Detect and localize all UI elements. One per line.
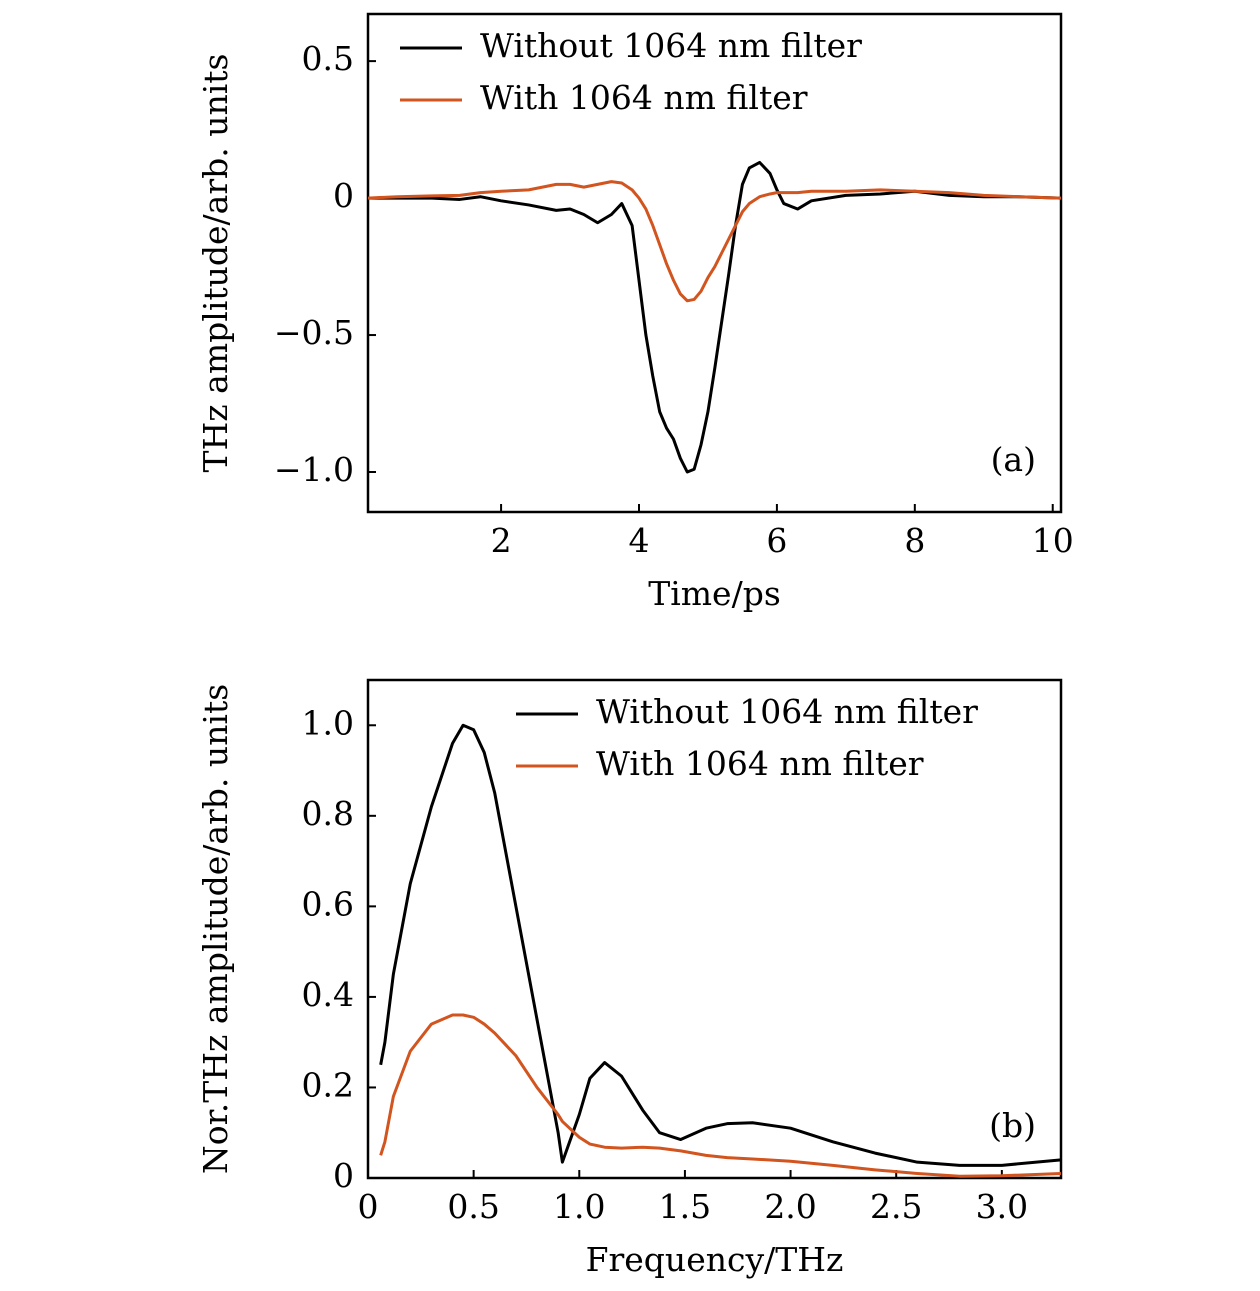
x-tick-label: 2 — [491, 521, 512, 560]
panel-label: (a) — [991, 440, 1036, 479]
panel-label: (b) — [989, 1106, 1036, 1145]
x-axis-label: Time/ps — [648, 574, 781, 613]
data-line — [367, 180, 1062, 303]
plot-frame — [366, 12, 1063, 514]
x-tick-label: 3.0 — [976, 1187, 1028, 1226]
y-tick-label: −0.5 — [274, 313, 354, 352]
y-tick-label: 0.4 — [302, 975, 354, 1014]
x-tick-label: 0 — [358, 1187, 379, 1226]
x-tick-label: 2.0 — [764, 1187, 816, 1226]
data-line — [379, 1013, 1062, 1178]
x-tick-label: 1.5 — [659, 1187, 711, 1226]
y-axis-label: Nor.THz amplitude/arb. units — [196, 684, 235, 1174]
x-tick-label: 8 — [904, 521, 925, 560]
legend-label: With 1064 nm filter — [480, 78, 808, 117]
legend-label: Without 1064 nm filter — [480, 26, 862, 65]
data-line — [368, 160, 1062, 474]
plot-frame — [366, 678, 1063, 1180]
y-tick-label: 0.5 — [302, 39, 354, 78]
x-tick-label: 10 — [1032, 521, 1074, 560]
x-tick-label: 4 — [628, 521, 649, 560]
x-tick-label: 2.5 — [870, 1187, 922, 1226]
legend-label: With 1064 nm filter — [596, 744, 924, 783]
x-tick-label: 0.5 — [447, 1187, 499, 1226]
x-tick-label: 1.0 — [553, 1187, 605, 1226]
y-tick-label: 0 — [333, 1156, 354, 1195]
data-line — [379, 723, 1062, 1167]
y-tick-label: −1.0 — [274, 450, 354, 489]
y-tick-label: 0 — [333, 176, 354, 215]
y-tick-label: 0.8 — [302, 794, 354, 833]
y-axis-label: THz amplitude/arb. units — [196, 54, 235, 473]
x-tick-label: 6 — [766, 521, 787, 560]
legend-label: Without 1064 nm filter — [596, 692, 978, 731]
y-tick-label: 0.6 — [302, 884, 354, 923]
y-tick-label: 1.0 — [302, 703, 354, 742]
x-axis-label: Frequency/THz — [586, 1240, 844, 1279]
y-tick-label: 0.2 — [302, 1065, 354, 1104]
